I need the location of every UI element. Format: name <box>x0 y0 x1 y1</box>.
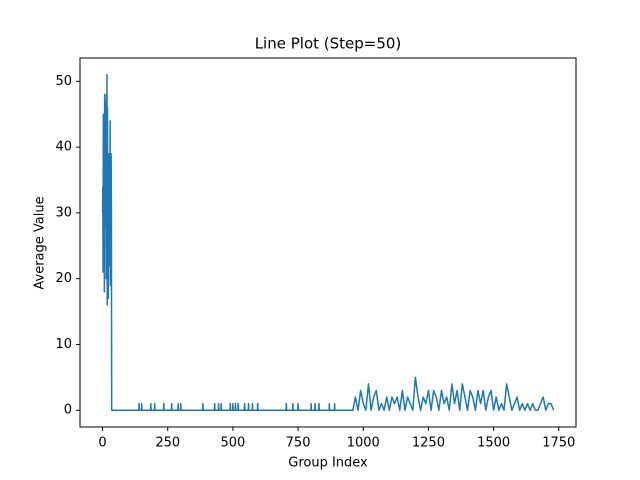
x-tick-label: 750 <box>286 436 311 451</box>
x-tick-label: 0 <box>98 436 106 451</box>
plot-frame <box>79 57 577 428</box>
x-tick-label: 500 <box>220 436 245 451</box>
y-tick-label: 20 <box>55 271 72 286</box>
x-tick-label: 1000 <box>347 436 380 451</box>
y-tick-label: 40 <box>55 140 72 155</box>
chart-title: Line Plot (Step=50) <box>255 35 402 53</box>
data-line <box>101 74 555 411</box>
x-tick-label: 1500 <box>477 436 510 451</box>
y-tick-label: 30 <box>55 205 72 220</box>
x-tick-label: 250 <box>155 436 180 451</box>
x-tick-label: 1250 <box>412 436 445 451</box>
x-axis-label: Group Index <box>288 456 368 471</box>
y-tick-label: 0 <box>64 403 72 418</box>
y-tick-label: 50 <box>55 74 72 89</box>
y-tick-label: 10 <box>55 337 72 352</box>
x-tick-label: 1750 <box>542 436 575 451</box>
y-axis-label: Average Value <box>33 196 48 289</box>
